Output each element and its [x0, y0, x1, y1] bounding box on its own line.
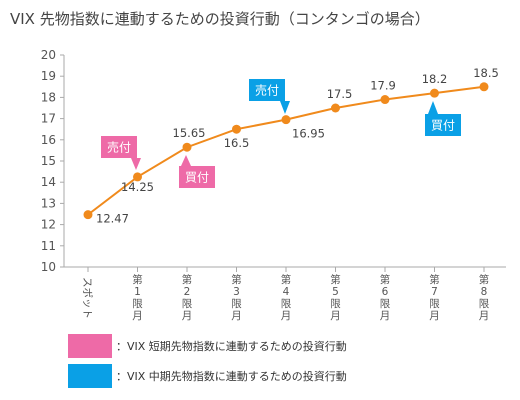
data-point-5: [331, 103, 340, 113]
data-point-4: [281, 115, 291, 125]
data-label-6: 17.9: [370, 79, 396, 93]
data-point-3: [232, 124, 241, 134]
x-tick-label-0: スポット: [81, 277, 93, 319]
y-tick-label-20: 20: [41, 48, 56, 62]
y-tick-label-19: 19: [41, 69, 56, 83]
data-point-6: [380, 95, 390, 105]
data-label-2: 15.65: [173, 126, 206, 140]
y-tick-label-17: 17: [41, 112, 56, 126]
legend-label-mid-term: ：VIX 中期先物指数に連動するための投資行動: [116, 370, 347, 383]
y-tick-label-12: 12: [41, 218, 56, 232]
data-label-3: 16.5: [224, 136, 250, 150]
callout-box-3: [425, 114, 461, 136]
y-tick-label-14: 14: [41, 175, 56, 189]
chart-title: VIX 先物指数に連動するための投資行動（コンタンゴの場合）: [10, 10, 430, 28]
x-tick-label-1: 第 1 限月: [132, 273, 143, 322]
callout-pointer-3: [428, 101, 438, 114]
callout-pointer-0: [131, 158, 141, 170]
callout-pointer-2: [280, 101, 290, 114]
callout-pointer-1: [181, 155, 191, 166]
data-point-7: [430, 88, 439, 98]
callout-label-2: 売付: [255, 83, 279, 98]
data-point-0: [83, 210, 93, 220]
legend-short-term: ：VIX 短期先物指数に連動するための投資行動: [68, 334, 347, 358]
x-tick-label-2: 第 2 限月: [182, 273, 193, 322]
y-tick-label-16: 16: [41, 133, 56, 147]
callout-box-2: [249, 79, 285, 101]
data-label-8: 18.5: [473, 66, 499, 80]
y-tick-label-13: 13: [41, 196, 56, 210]
callout-label-1: 買付: [185, 171, 209, 185]
callout-box-1: [179, 166, 215, 188]
x-tick-label-3: 第 3 限月: [231, 273, 242, 322]
x-tick-label-6: 第 6 限月: [380, 273, 391, 322]
data-point-8: [479, 82, 489, 92]
x-tick-label-5: 第 5 限月: [330, 273, 341, 322]
callout-box-0: [101, 136, 137, 158]
y-tick-label-18: 18: [41, 90, 56, 104]
data-label-5: 17.5: [327, 87, 353, 101]
data-label-4: 16.95: [292, 127, 325, 141]
y-tick-label-10: 10: [41, 260, 56, 274]
data-label-1: 14.25: [121, 180, 154, 194]
y-tick-label-11: 11: [41, 239, 56, 253]
y-tick-label-15: 15: [41, 154, 56, 168]
x-tick-label-8: 第 8 限月: [479, 273, 490, 322]
callout-label-0: 売付: [107, 140, 131, 155]
data-label-7: 18.2: [422, 72, 448, 86]
legend-mid-term: ：VIX 中期先物指数に連動するための投資行動: [68, 364, 347, 388]
legend-label-short-term: ：VIX 短期先物指数に連動するための投資行動: [116, 340, 347, 353]
data-point-1: [133, 172, 142, 182]
data-label-0: 12.47: [96, 212, 129, 226]
legend-swatch-short-term: [68, 334, 112, 358]
x-tick-label-4: 第 4 限月: [281, 273, 292, 322]
x-tick-label-7: 第 7 限月: [429, 273, 440, 322]
data-point-2: [182, 142, 192, 152]
callout-label-3: 買付: [431, 119, 455, 133]
legend-swatch-mid-term: [68, 364, 112, 388]
